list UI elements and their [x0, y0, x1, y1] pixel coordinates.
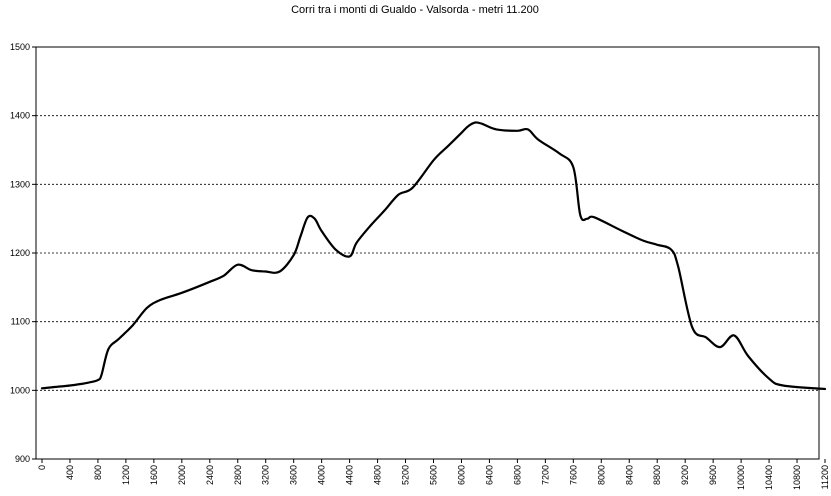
y-tick-label-900: 900 [15, 454, 30, 464]
x-tick-label-2400: 2400 [205, 465, 215, 485]
x-tick-label-0: 0 [37, 465, 47, 470]
x-tick-label-2800: 2800 [233, 465, 243, 485]
x-tick-label-5200: 5200 [401, 465, 411, 485]
elevation-profile-line [40, 121, 827, 391]
y-axis-ticks: 900 1000 1100 1200 1300 1400 1500 [10, 42, 36, 464]
x-tick-label-9200: 9200 [680, 465, 690, 485]
x-tick-label-10800: 10800 [792, 465, 802, 490]
x-tick-label-8400: 8400 [624, 465, 634, 485]
x-tick-label-4800: 4800 [373, 465, 383, 485]
series-layer [40, 121, 827, 391]
x-tick-label-800: 800 [93, 465, 103, 480]
x-tick-label-6400: 6400 [484, 465, 494, 485]
x-tick-label-7600: 7600 [568, 465, 578, 485]
x-tick-label-1200: 1200 [121, 465, 131, 485]
x-tick-label-8000: 8000 [596, 465, 606, 485]
x-tick-label-3200: 3200 [261, 465, 271, 485]
x-tick-label-6800: 6800 [512, 465, 522, 485]
y-tick-label-1300: 1300 [10, 179, 30, 189]
x-tick-label-10000: 10000 [736, 465, 746, 490]
x-tick-label-6000: 6000 [456, 465, 466, 485]
y-tick-label-1500: 1500 [10, 42, 30, 52]
x-tick-label-10400: 10400 [764, 465, 774, 490]
x-tick-label-9600: 9600 [708, 465, 718, 485]
y-tick-label-1200: 1200 [10, 248, 30, 258]
x-tick-label-400: 400 [65, 465, 75, 480]
x-tick-label-5600: 5600 [429, 465, 439, 485]
x-tick-label-4000: 4000 [317, 465, 327, 485]
gridlines [36, 115, 819, 391]
x-tick-label-3600: 3600 [289, 465, 299, 485]
x-tick-label-1600: 1600 [149, 465, 159, 485]
chart-title: Corri tra i monti di Gualdo - Valsorda -… [291, 4, 539, 16]
y-tick-label-1000: 1000 [10, 385, 30, 395]
x-tick-label-4400: 4400 [345, 465, 355, 485]
x-tick-label-7200: 7200 [540, 465, 550, 485]
x-tick-label-11200: 11200 [820, 465, 830, 489]
y-tick-label-1400: 1400 [10, 111, 30, 121]
x-axis-ticks: 0 400 800 1200 1600 2000 2400 2800 3200 3600 4000 4… [37, 459, 830, 490]
y-tick-label-1100: 1100 [11, 317, 30, 327]
x-tick-label-2000: 2000 [177, 465, 187, 485]
x-tick-label-8800: 8800 [652, 465, 662, 485]
